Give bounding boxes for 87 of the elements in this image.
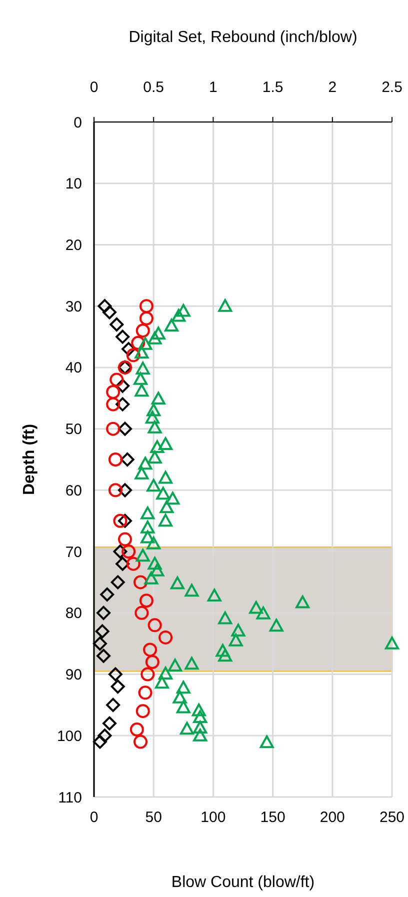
point bbox=[168, 658, 182, 672]
point bbox=[193, 728, 208, 742]
point bbox=[138, 337, 152, 350]
point bbox=[154, 676, 169, 689]
point bbox=[256, 606, 270, 620]
point bbox=[146, 403, 161, 416]
y-tick-label: 90 bbox=[65, 666, 82, 684]
point bbox=[158, 514, 173, 527]
point bbox=[151, 392, 166, 405]
point bbox=[170, 576, 184, 590]
y-tick-label: 80 bbox=[65, 605, 82, 622]
point bbox=[249, 601, 264, 614]
point bbox=[260, 735, 274, 748]
y-tick-label: 30 bbox=[65, 298, 82, 316]
point bbox=[134, 384, 149, 397]
point bbox=[192, 703, 206, 716]
x-tick-label: 100 bbox=[200, 809, 226, 826]
point bbox=[146, 478, 161, 492]
y-tick-label: 50 bbox=[65, 421, 82, 438]
x-tick-label: 50 bbox=[145, 809, 162, 826]
point bbox=[148, 556, 162, 570]
point bbox=[140, 520, 155, 534]
y-tick-label: 60 bbox=[65, 482, 82, 500]
point bbox=[172, 308, 186, 322]
point bbox=[180, 722, 194, 735]
point bbox=[184, 656, 199, 670]
point bbox=[218, 648, 232, 662]
point bbox=[218, 299, 232, 312]
point bbox=[133, 372, 148, 385]
point bbox=[231, 624, 246, 637]
x-tick-label: 250 bbox=[379, 809, 405, 826]
point bbox=[296, 595, 310, 608]
y-tick-label: 10 bbox=[65, 176, 82, 193]
point bbox=[176, 304, 190, 317]
point bbox=[216, 644, 230, 657]
point bbox=[144, 572, 158, 584]
point bbox=[166, 492, 180, 505]
x2-tick-label: 0 bbox=[90, 79, 98, 96]
point bbox=[176, 680, 190, 694]
x2-tick-label: 1.5 bbox=[262, 79, 284, 96]
y-axis-title: Depth (ft) bbox=[21, 424, 38, 496]
point bbox=[158, 437, 173, 450]
point bbox=[150, 440, 164, 454]
x-axis-title: Blow Count (blow/ft) bbox=[171, 874, 315, 891]
x-tick-label: 200 bbox=[320, 809, 345, 826]
point bbox=[193, 720, 208, 734]
point bbox=[193, 710, 208, 724]
x2-tick-label: 0.5 bbox=[143, 79, 164, 96]
y-tick-label: 100 bbox=[56, 728, 82, 745]
point bbox=[138, 456, 152, 470]
point bbox=[148, 332, 162, 344]
point bbox=[140, 530, 155, 544]
x-tick-label: 0 bbox=[90, 809, 98, 826]
point bbox=[172, 690, 187, 704]
point bbox=[160, 500, 174, 514]
point bbox=[156, 486, 170, 500]
y-tick-label: 40 bbox=[65, 360, 82, 377]
point bbox=[146, 536, 161, 550]
point bbox=[176, 700, 190, 714]
y-tick-label: 0 bbox=[74, 114, 82, 132]
x2-tick-label: 1 bbox=[209, 79, 218, 96]
point bbox=[140, 506, 155, 520]
point bbox=[385, 636, 399, 650]
point bbox=[164, 318, 178, 332]
point bbox=[134, 466, 149, 480]
point bbox=[158, 470, 173, 484]
x2-tick-label: 2 bbox=[328, 79, 337, 96]
y-tick-label: 110 bbox=[58, 789, 82, 806]
y-tick-label: 70 bbox=[65, 544, 82, 561]
y-tick-label: 20 bbox=[65, 236, 82, 254]
x-tick-label: 150 bbox=[260, 809, 286, 826]
point bbox=[145, 410, 160, 424]
point bbox=[228, 634, 243, 646]
point bbox=[136, 548, 150, 562]
point bbox=[218, 611, 232, 624]
point bbox=[136, 362, 150, 374]
x2-tick-label: 2.5 bbox=[382, 79, 402, 96]
point bbox=[148, 450, 162, 464]
point bbox=[207, 588, 222, 602]
point bbox=[158, 666, 173, 680]
point bbox=[134, 346, 149, 359]
x2-axis-title: Digital Set, Rebound (inch/blow) bbox=[128, 29, 358, 46]
point bbox=[150, 564, 164, 576]
point bbox=[184, 584, 199, 597]
point bbox=[151, 326, 166, 340]
point bbox=[269, 618, 284, 632]
point bbox=[148, 420, 162, 434]
